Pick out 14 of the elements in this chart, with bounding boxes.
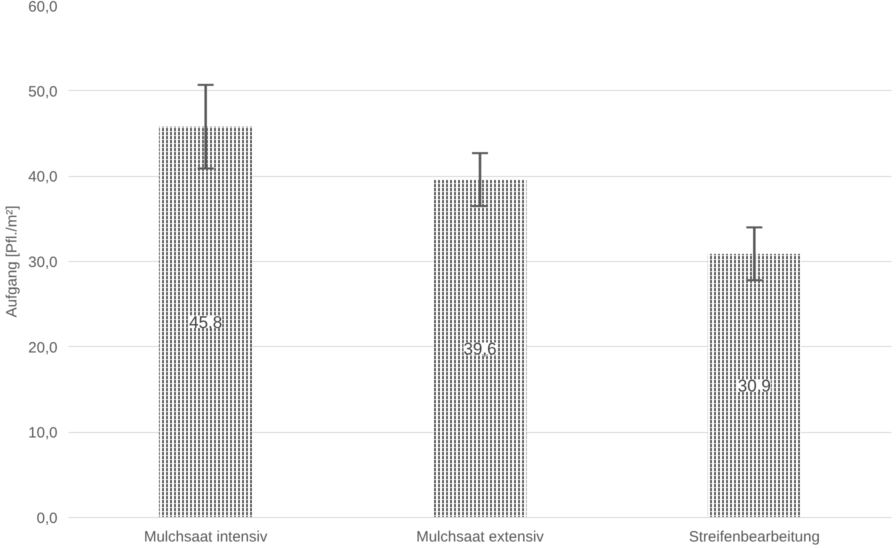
data-label: 30,9 <box>738 376 771 396</box>
y-axis-title: Aufgang [Pfl./m²] <box>3 206 20 318</box>
data-label: 45,8 <box>189 313 222 332</box>
y-tick-label: 60,0 <box>28 0 58 16</box>
y-tick-label: 50,0 <box>28 83 58 100</box>
y-tick-label: 0,0 <box>36 510 58 527</box>
data-label: 39,6 <box>463 340 497 359</box>
x-tick-label: Streifenbearbeitung <box>688 528 820 546</box>
x-tick-label: Mulchsaat intensiv <box>144 528 268 546</box>
y-tick-label: 20,0 <box>28 339 58 356</box>
x-tick-label: Mulchsaat extensiv <box>416 528 544 546</box>
y-tick-label: 30,0 <box>28 254 58 271</box>
y-tick-label: 10,0 <box>28 424 58 442</box>
y-tick-label: 40,0 <box>28 168 58 186</box>
